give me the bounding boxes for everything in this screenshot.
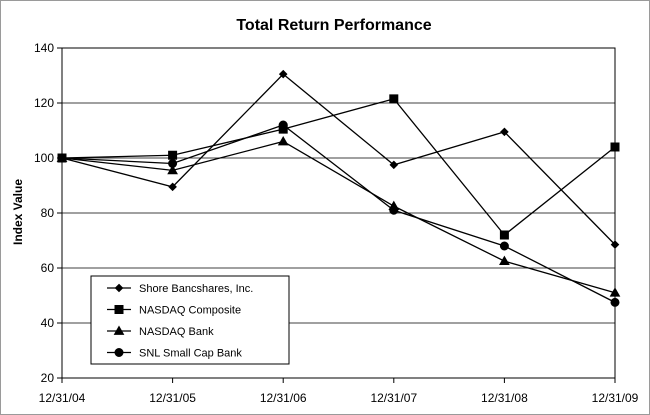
series-line-shore-bancshares-inc <box>61 73 616 246</box>
y-tick-label-60: 60 <box>41 261 55 275</box>
x-tick-label-2: 12/31/06 <box>260 391 307 405</box>
y-tick-label-20: 20 <box>41 371 55 385</box>
point-shore-bancshares-inc-3 <box>389 160 399 170</box>
legend-label-nasdaq-bank: NASDAQ Bank <box>139 326 214 338</box>
legend-box <box>90 275 290 365</box>
chart-title: Total Return Performance <box>236 17 431 34</box>
legend-label-snl-small-cap-bank: SNL Small Cap Bank <box>139 348 242 360</box>
series-snl-small-cap-bank <box>57 120 620 307</box>
x-tick-label-4: 12/31/08 <box>481 391 528 405</box>
legend: Shore Bancshares, Inc. NASDAQ Composite NA… <box>90 275 290 365</box>
y-tick-label-140: 140 <box>34 41 54 55</box>
point-nasdaq-bank-4 <box>499 255 510 265</box>
x-tick-label-5: 12/31/09 <box>592 391 639 405</box>
x-tick-label-1: 12/31/05 <box>149 391 196 405</box>
series-line-nasdaq-composite <box>61 98 616 236</box>
x-tick-label-3: 12/31/07 <box>370 391 417 405</box>
series-group <box>56 69 621 307</box>
y-tick-label-80: 80 <box>41 206 55 220</box>
point-nasdaq-bank-1 <box>167 164 178 175</box>
point-nasdaq-composite-1 <box>168 150 178 160</box>
point-snl-small-cap-bank-2 <box>278 120 288 130</box>
legend-marker-nasdaq-bank <box>113 325 125 335</box>
y-tick-label-100: 100 <box>34 151 54 165</box>
point-snl-small-cap-bank-4 <box>499 241 509 251</box>
point-nasdaq-bank-2 <box>277 135 289 146</box>
series-line-nasdaq-bank <box>61 140 616 294</box>
point-shore-bancshares-inc-5 <box>610 240 620 249</box>
point-snl-small-cap-bank-1 <box>168 159 178 168</box>
legend-marker-nasdaq-composite <box>114 305 124 314</box>
point-snl-small-cap-bank-0 <box>57 153 67 163</box>
x-tick-label-0: 12/31/04 <box>39 391 86 405</box>
point-shore-bancshares-inc-4 <box>500 127 509 137</box>
point-nasdaq-composite-4 <box>499 230 509 240</box>
y-axis-label: Index Value <box>11 179 25 245</box>
point-shore-bancshares-inc-2 <box>278 69 288 79</box>
point-nasdaq-bank-5 <box>609 287 621 297</box>
legend-label-shore-bancshares-inc: Shore Bancshares, Inc. <box>139 283 253 295</box>
y-tick-label-40: 40 <box>41 316 55 330</box>
y-tick-label-120: 120 <box>34 96 54 110</box>
series-line-snl-small-cap-bank <box>61 124 616 303</box>
legend-marker-snl-small-cap-bank <box>114 348 124 357</box>
axes: 20 40 60 80 100 120 140 12/31/04 12/31/05 12/31/0… <box>34 41 639 405</box>
legend-label-nasdaq-composite: NASDAQ Composite <box>139 305 241 317</box>
legend-marker-shore-bancshares-inc <box>114 283 124 293</box>
point-nasdaq-composite-3 <box>389 94 399 104</box>
point-snl-small-cap-bank-5 <box>610 297 620 307</box>
point-shore-bancshares-inc-1 <box>168 182 177 192</box>
point-snl-small-cap-bank-3 <box>389 205 399 215</box>
point-nasdaq-composite-5 <box>610 142 620 152</box>
